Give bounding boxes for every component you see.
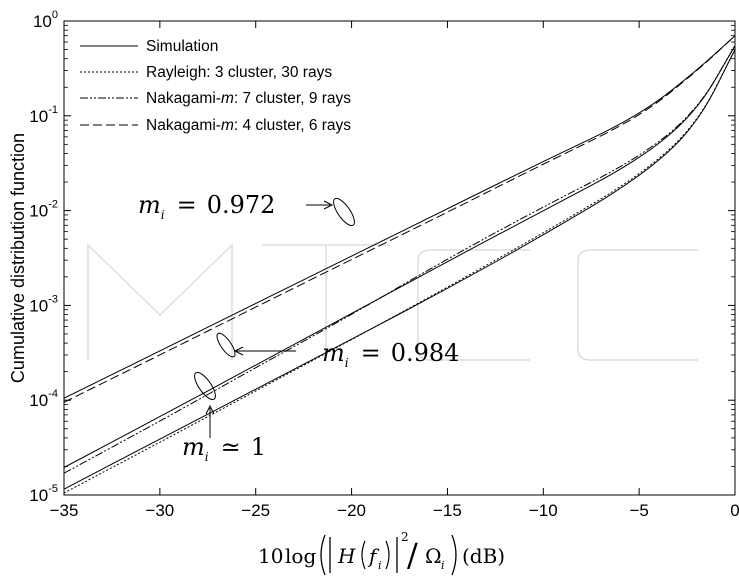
curve-group-1-dashdot [63, 45, 736, 474]
annotation-ellipse-0972 [333, 197, 355, 227]
curve-group-0-solid [63, 35, 736, 399]
svg-text:log: log [285, 544, 316, 568]
y-axis-ticks: 10-5 10-4 10-3 10-2 10-1 100 [29, 9, 735, 505]
x-tick-label: 0 [730, 501, 739, 520]
y-tick-label: 10-1 [29, 104, 58, 126]
y-tick-label: 10-2 [29, 199, 58, 221]
x-tick-label: −35 [50, 501, 79, 520]
annotation-m-approx-1: mi ≃ 1 [182, 371, 266, 464]
curve-group-1-solid [63, 45, 736, 468]
svg-text:mi=0.984: mi = 0.984 [322, 339, 459, 370]
annotation-ellipse-0984 [216, 332, 236, 358]
x-tick-label: −25 [241, 501, 270, 520]
annotation-arrowhead-0984 [233, 346, 244, 356]
curve-group-0-dashed [63, 35, 736, 403]
y-tick-label: 10-5 [29, 483, 58, 505]
x-tick-label: −15 [433, 501, 462, 520]
watermark [87, 243, 698, 361]
plot-frame [63, 20, 736, 496]
curve-group-2-dotted [63, 49, 736, 494]
x-tick-label: −10 [529, 501, 558, 520]
legend-label-simulation: Simulation [146, 38, 218, 55]
legend: Simulation Rayleigh: 3 cluster, 30 rays … [80, 38, 351, 134]
svg-text:(dB): (dB) [462, 544, 505, 568]
data-curves [63, 35, 736, 494]
x-tick-label: −30 [145, 501, 174, 520]
y-tick-label: 10-3 [29, 293, 58, 315]
svg-text:2: 2 [401, 530, 409, 544]
annotation-ellipse-approx-1 [194, 371, 216, 401]
legend-label-nakagami-4: Nakagami-m: 4 cluster, 6 rays [146, 117, 351, 134]
y-tick-label: 100 [33, 9, 58, 31]
annotation-arrowhead-approx-1 [205, 404, 215, 415]
x-tick-label: −5 [629, 501, 648, 520]
annotation-m-0984: mi = 0.984 [216, 332, 459, 370]
legend-label-rayleigh: Rayleigh: 3 cluster, 30 rays [146, 64, 332, 81]
svg-text:Ω: Ω [425, 544, 442, 568]
svg-text:/: / [407, 536, 418, 574]
x-axis-label: 10 log H f i 2 / Ω i (dB) [258, 530, 505, 576]
y-tick-label: 10-4 [29, 388, 58, 410]
svg-text:10: 10 [258, 544, 283, 568]
svg-text:mi≃1: mi ≃ 1 [182, 433, 266, 464]
svg-text:i: i [441, 559, 445, 572]
x-tick-label: −20 [337, 501, 366, 520]
annotation-arrowhead-0972 [323, 200, 334, 210]
x-axis-ticks: −35 −30 −25 −20 −15 −10 −5 0 [50, 21, 739, 520]
svg-text:mi=0.972: mi = 0.972 [138, 191, 275, 222]
annotation-m-0972: mi = 0.972 [138, 191, 355, 227]
svg-text:H: H [337, 544, 356, 568]
legend-label-nakagami-7: Nakagami-m: 7 cluster, 9 rays [146, 90, 351, 107]
svg-text:i: i [378, 559, 382, 572]
y-axis-label: Cumulative distribution function [8, 133, 28, 383]
